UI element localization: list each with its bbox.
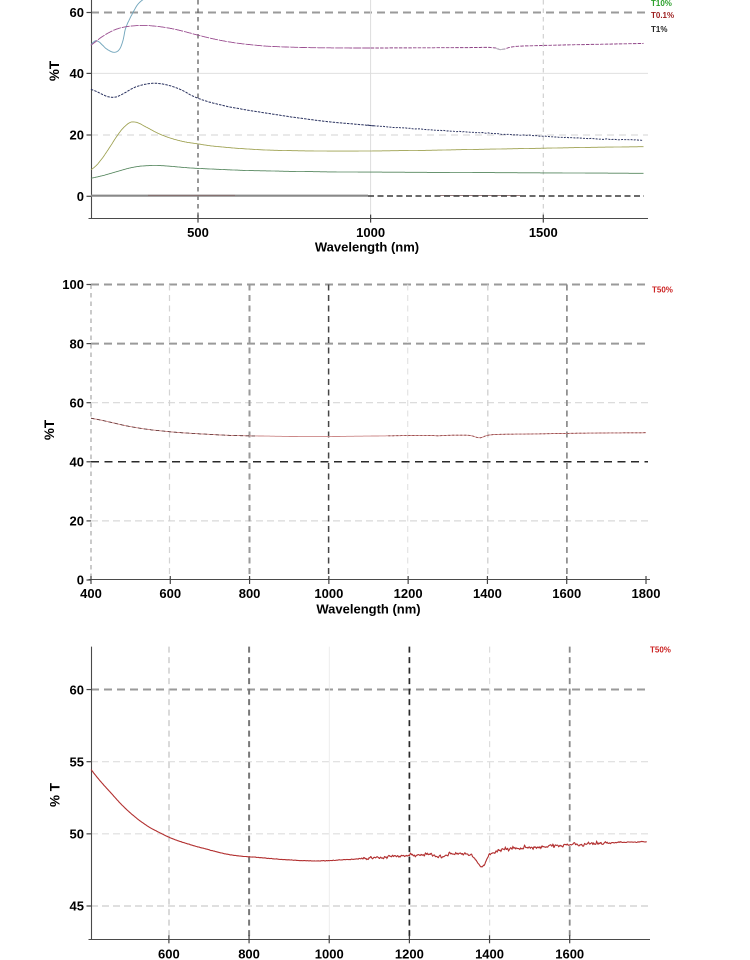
svg-text:800: 800 xyxy=(238,946,260,960)
svg-text:% T: % T xyxy=(48,782,63,807)
svg-text:T0.1%: T0.1% xyxy=(651,11,674,20)
svg-text:T50%: T50% xyxy=(652,286,673,295)
svg-text:T1%: T1% xyxy=(651,25,667,34)
svg-text:1600: 1600 xyxy=(555,946,584,960)
svg-text:40: 40 xyxy=(70,66,84,81)
svg-text:500: 500 xyxy=(187,225,209,240)
svg-text:20: 20 xyxy=(70,514,84,529)
svg-text:0: 0 xyxy=(77,189,84,204)
svg-text:60: 60 xyxy=(70,682,84,697)
svg-text:1000: 1000 xyxy=(314,586,343,601)
svg-text:%T: %T xyxy=(47,60,62,81)
svg-text:400: 400 xyxy=(80,586,102,601)
svg-text:55: 55 xyxy=(70,754,84,769)
svg-text:1500: 1500 xyxy=(529,225,558,240)
svg-text:20: 20 xyxy=(70,128,84,143)
svg-text:1800: 1800 xyxy=(632,586,661,601)
svg-text:T50%: T50% xyxy=(650,646,671,655)
svg-text:Wavelength (nm): Wavelength (nm) xyxy=(316,602,420,617)
svg-text:1600: 1600 xyxy=(552,586,581,601)
svg-text:1200: 1200 xyxy=(394,586,423,601)
svg-text:1000: 1000 xyxy=(315,946,344,960)
svg-text:1400: 1400 xyxy=(473,586,502,601)
svg-text:600: 600 xyxy=(158,946,180,960)
svg-text:600: 600 xyxy=(159,586,181,601)
svg-text:1000: 1000 xyxy=(356,225,385,240)
svg-text:1200: 1200 xyxy=(395,946,424,960)
svg-text:45: 45 xyxy=(70,899,84,914)
svg-text:100: 100 xyxy=(62,277,84,292)
svg-text:60: 60 xyxy=(70,5,84,20)
svg-text:60: 60 xyxy=(70,395,84,410)
svg-text:40: 40 xyxy=(70,455,84,470)
svg-text:800: 800 xyxy=(239,586,261,601)
svg-text:T10%: T10% xyxy=(651,0,672,8)
svg-text:50: 50 xyxy=(70,827,84,842)
svg-text:0: 0 xyxy=(77,573,84,588)
svg-text:%T: %T xyxy=(42,419,57,440)
svg-text:1400: 1400 xyxy=(475,946,504,960)
svg-text:Wavelength (nm): Wavelength (nm) xyxy=(315,240,419,255)
svg-text:80: 80 xyxy=(70,336,84,351)
